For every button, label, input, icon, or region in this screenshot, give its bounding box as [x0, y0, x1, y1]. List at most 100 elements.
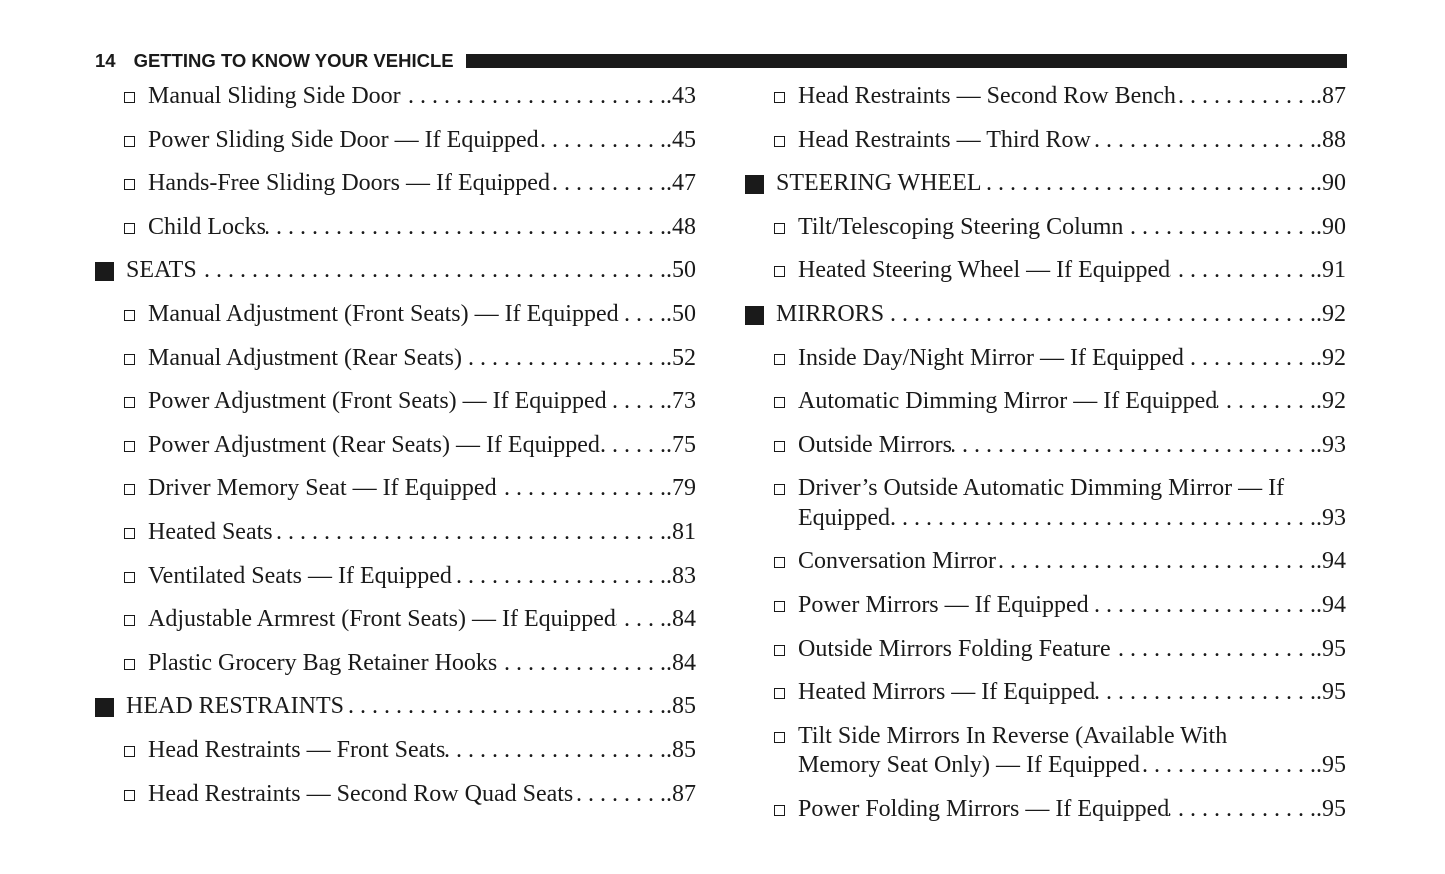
empty-square-bullet-icon	[124, 222, 135, 234]
entry-page-number: .95	[1316, 752, 1346, 779]
entry-page-number: .95	[1316, 679, 1346, 706]
toc-entry[interactable]: Outside Mirrors .93	[745, 431, 1346, 475]
toc-entry[interactable]: Inside Day/Night Mirror — If Equipped .92	[745, 344, 1346, 388]
entry-title: Heated Steering Wheel — If Equipped	[798, 257, 1171, 284]
toc-entry[interactable]: Manual Sliding Side Door .43	[95, 82, 696, 126]
entry-title: Head Restraints — Second Row Bench	[798, 83, 1176, 109]
toc-entry[interactable]: Heated Mirrors — If Equipped .95	[745, 678, 1346, 722]
dot-leader	[1089, 591, 1316, 621]
toc-entry[interactable]: Plastic Grocery Bag Retainer Hooks .84	[95, 649, 696, 693]
toc-entry[interactable]: Power Mirrors — If Equipped .94	[745, 591, 1346, 635]
toc-entry[interactable]: Driver’s Outside Automatic Dimming Mirro…	[745, 474, 1346, 547]
entry-page-number: .83	[666, 562, 696, 589]
entry-title: Tilt/Telescoping Steering Column	[798, 213, 1124, 240]
toc-entry[interactable]: Power Adjustment (Rear Seats) — If Equip…	[95, 431, 696, 475]
entry-title: Outside Mirrors Folding Feature	[798, 635, 1111, 662]
empty-square-bullet-icon	[124, 135, 135, 147]
dot-leader	[616, 605, 666, 635]
entry-page-number: .73	[666, 388, 696, 415]
entry-page-number: .85	[666, 736, 696, 763]
dot-leader	[1176, 82, 1316, 112]
entry-page-number: .50	[666, 300, 696, 327]
toc-entry[interactable]: Manual Adjustment (Rear Seats) .52	[95, 344, 696, 388]
toc-entry[interactable]: Power Sliding Side Door — If Equipped .45	[95, 126, 696, 170]
toc-section-entry[interactable]: MIRRORS .92	[745, 300, 1346, 344]
toc-entry[interactable]: Heated Steering Wheel — If Equipped .91	[745, 256, 1346, 300]
toc-section-entry[interactable]: STEERING WHEEL .90	[745, 169, 1346, 213]
empty-square-bullet-icon	[774, 440, 785, 452]
toc-entry[interactable]: Manual Adjustment (Front Seats) — If Equ…	[95, 300, 696, 344]
toc-column-left: Manual Sliding Side Door .43 Power Sliding…	[95, 82, 696, 823]
entry-title: Memory Seat Only) — If Equipped	[798, 752, 1140, 779]
filled-square-bullet-icon	[95, 698, 114, 718]
entry-page-number: .90	[1316, 170, 1346, 197]
empty-square-bullet-icon	[774, 601, 785, 613]
entry-page-number: .90	[1316, 213, 1346, 240]
entry-page-number: .45	[666, 126, 696, 153]
toc-entry[interactable]: Automatic Dimming Mirror — If Equipped .9…	[745, 387, 1346, 431]
dot-leader	[462, 344, 666, 374]
page-number: 14	[95, 50, 116, 71]
toc-entry[interactable]: Conversation Mirror .94	[745, 547, 1346, 591]
dot-leader	[1091, 126, 1316, 156]
toc-entry[interactable]: Tilt Side Mirrors In Reverse (Available …	[745, 722, 1346, 795]
entry-page-number: .75	[666, 431, 696, 458]
dot-leader	[952, 431, 1316, 461]
empty-square-bullet-icon	[124, 309, 135, 321]
dot-leader	[600, 431, 666, 461]
toc-entry[interactable]: Outside Mirrors Folding Feature .95	[745, 635, 1346, 679]
entry-title: Head Restraints — Second Row Quad Seats	[148, 780, 574, 807]
entry-title: Manual Sliding Side Door	[148, 83, 401, 109]
entry-page-number: .87	[1316, 83, 1346, 109]
empty-square-bullet-icon	[774, 135, 785, 147]
entry-title: Hands-Free Sliding Doors — If Equipped	[148, 170, 550, 197]
entry-page-number: .50	[666, 257, 696, 284]
toc-entry[interactable]: Heated Seats .81	[95, 518, 696, 562]
toc-entry[interactable]: Ventilated Seats — If Equipped .83	[95, 562, 696, 606]
entry-page-number: .48	[666, 213, 696, 240]
entry-page-number: .81	[666, 518, 696, 545]
empty-square-bullet-icon	[124, 353, 135, 365]
entry-title: Power Adjustment (Rear Seats) — If Equip…	[148, 431, 600, 458]
entry-title: Plastic Grocery Bag Retainer Hooks	[148, 649, 498, 676]
entry-title: Conversation Mirror	[798, 548, 996, 575]
toc-entry[interactable]: Head Restraints — Second Row Bench .87	[745, 82, 1346, 126]
entry-page-number: .84	[666, 606, 696, 633]
toc-entry[interactable]: Power Adjustment (Front Seats) — If Equi…	[95, 387, 696, 431]
dot-leader	[550, 169, 666, 199]
empty-square-bullet-icon	[124, 658, 135, 670]
dot-leader	[884, 300, 1316, 330]
dot-leader	[1111, 635, 1316, 665]
empty-square-bullet-icon	[774, 353, 785, 365]
toc-entry[interactable]: Tilt/Telescoping Steering Column .90	[745, 213, 1346, 257]
entry-title: MIRRORS	[776, 300, 885, 327]
toc-section-entry[interactable]: SEATS .50	[95, 256, 696, 300]
dot-leader	[1123, 213, 1316, 243]
dot-leader	[982, 169, 1316, 199]
entry-title: HEAD RESTRAINTS	[126, 693, 345, 720]
entry-title-line: Driver’s Outside Automatic Dimming Mirro…	[798, 475, 1285, 502]
toc-entry[interactable]: Driver Memory Seat — If Equipped .79	[95, 474, 696, 518]
entry-page-number: .92	[1316, 344, 1346, 371]
toc-entry[interactable]: Head Restraints — Second Row Quad Seats.…	[95, 780, 696, 824]
entry-title: Power Sliding Side Door — If Equipped	[148, 126, 539, 153]
dot-leader	[266, 213, 666, 243]
dot-leader	[1095, 678, 1316, 708]
toc-section-entry[interactable]: HEAD RESTRAINTS .85	[95, 692, 696, 736]
toc-entry[interactable]: Head Restraints — Front Seats .85	[95, 736, 696, 780]
toc-entry[interactable]: Child Locks .48	[95, 213, 696, 257]
entry-page-number: .87	[666, 780, 696, 807]
page-header: 14 GETTING TO KNOW YOUR VEHICLE	[95, 50, 1347, 72]
filled-square-bullet-icon	[745, 175, 764, 195]
empty-square-bullet-icon	[124, 484, 135, 496]
toc-entry[interactable]: Adjustable Armrest (Front Seats) — If Eq…	[95, 605, 696, 649]
entry-page-number: .79	[666, 475, 696, 502]
toc-entry[interactable]: Hands-Free Sliding Doors — If Equipped .4…	[95, 169, 696, 213]
entry-title: Outside Mirrors	[798, 431, 952, 458]
toc-entry[interactable]: Head Restraints — Third Row .88	[745, 126, 1346, 170]
dot-leader	[273, 518, 666, 548]
empty-square-bullet-icon	[124, 789, 135, 801]
entry-title: Manual Adjustment (Rear Seats)	[148, 344, 462, 371]
empty-square-bullet-icon	[124, 440, 135, 452]
toc-entry[interactable]: Power Folding Mirrors — If Equipped .95	[745, 795, 1346, 839]
